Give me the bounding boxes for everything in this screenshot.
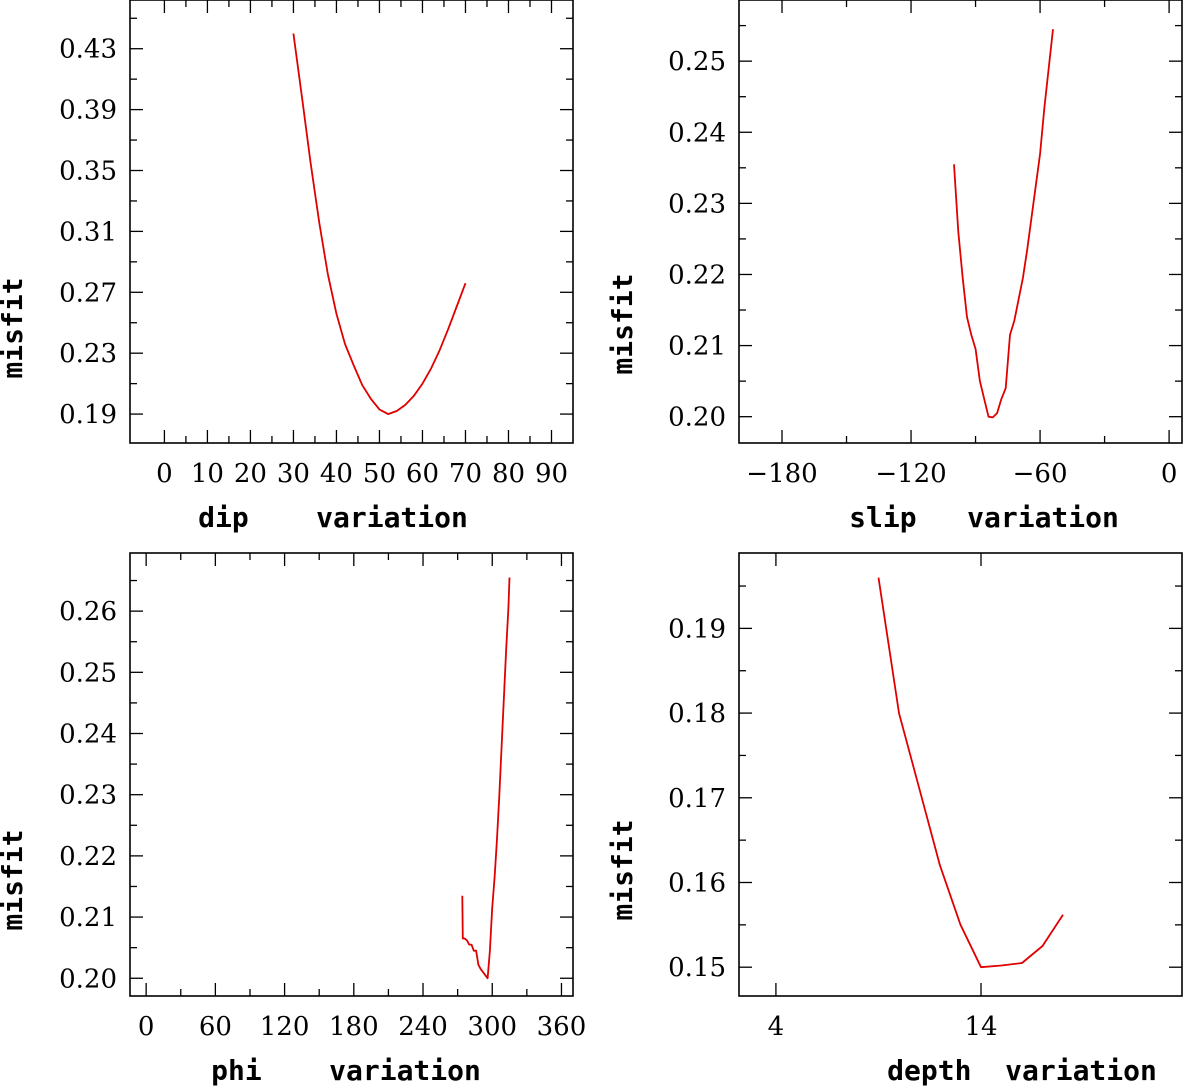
x-tick-label: 80 bbox=[492, 459, 525, 489]
y-tick-label: 0.24 bbox=[668, 118, 726, 148]
y-tick-label: 0.23 bbox=[668, 189, 726, 219]
y-tick-label: 0.23 bbox=[59, 781, 117, 811]
y-tick-label: 0.19 bbox=[59, 400, 117, 430]
y-tick-label: 0.16 bbox=[668, 868, 726, 898]
x-tick-label: 70 bbox=[449, 459, 482, 489]
y-tick-label: 0.20 bbox=[59, 964, 117, 994]
x-tick-label: 40 bbox=[320, 459, 353, 489]
depth-variation-panel: 4 14 0.15 0.16 0.17 0.18 0.19 depth variation mi… bbox=[606, 552, 1183, 1086]
x-tick-label: −60 bbox=[1013, 459, 1068, 489]
x-tick-label: −180 bbox=[746, 459, 817, 489]
x-tick-label: 0 bbox=[156, 459, 173, 489]
x-tick-label: 30 bbox=[277, 459, 310, 489]
misfit-curve bbox=[292, 33, 467, 416]
x-tick-label: 240 bbox=[398, 1012, 448, 1042]
y-tick-label: 0.22 bbox=[59, 842, 117, 872]
y-tick-label: 0.19 bbox=[668, 614, 726, 644]
y-tick-label: 0.39 bbox=[59, 96, 117, 126]
x-tick-label: 10 bbox=[191, 459, 224, 489]
y-axis-title: misfit bbox=[0, 277, 29, 378]
y-tick-label: 0.21 bbox=[59, 903, 117, 933]
plot-frame bbox=[738, 0, 1183, 444]
x-tick-label: 20 bbox=[234, 459, 267, 489]
slip-variation-panel: −180 −120 −60 0 0.20 0.21 0.22 0.23 0.24 0.25 slip… bbox=[606, 0, 1183, 534]
x-tick-label: 0 bbox=[1161, 459, 1178, 489]
x-axis-title: depth variation bbox=[887, 1054, 1157, 1086]
plot-frame bbox=[129, 0, 574, 444]
dip-variation-panel: 0 10 20 30 40 50 60 70 80 90 0.19 0.23 0.27 0.31 0.35 0… bbox=[0, 0, 574, 534]
y-tick-label: 0.20 bbox=[668, 403, 726, 433]
x-tick-label: 90 bbox=[535, 459, 568, 489]
x-tick-label: 60 bbox=[199, 1012, 232, 1042]
y-tick-label: 0.26 bbox=[59, 597, 117, 627]
y-tick-label: 0.25 bbox=[59, 658, 117, 688]
y-tick-label: 0.23 bbox=[59, 339, 117, 369]
x-tick-label: 4 bbox=[768, 1012, 785, 1042]
y-axis-title: misfit bbox=[0, 829, 29, 930]
y-tick-label: 0.17 bbox=[668, 784, 726, 814]
y-tick-label: 0.35 bbox=[59, 157, 117, 187]
y-axis-title: misfit bbox=[606, 273, 639, 374]
x-tick-label: 180 bbox=[329, 1012, 379, 1042]
x-axis-title: slip variation bbox=[849, 501, 1119, 534]
misfit-curve bbox=[461, 577, 511, 980]
y-tick-label: 0.43 bbox=[59, 35, 117, 65]
x-tick-label: −120 bbox=[875, 459, 946, 489]
x-tick-label: 360 bbox=[537, 1012, 587, 1042]
plot-frame bbox=[129, 552, 574, 997]
y-axis-title: misfit bbox=[606, 819, 639, 920]
y-tick-label: 0.25 bbox=[668, 47, 726, 77]
x-axis-title: phi variation bbox=[211, 1054, 481, 1086]
misfit-curve bbox=[953, 29, 1054, 419]
y-tick-label: 0.24 bbox=[59, 720, 117, 750]
misfit-curve bbox=[877, 577, 1064, 969]
x-tick-label: 50 bbox=[363, 459, 396, 489]
phi-variation-panel: 0 60 120 180 240 300 360 0.20 0.21 0.22 0.23 0.24 0.… bbox=[0, 552, 587, 1086]
x-axis-title: dip variation bbox=[198, 501, 468, 534]
plot-frame bbox=[738, 552, 1183, 997]
x-tick-label: 120 bbox=[260, 1012, 310, 1042]
y-tick-label: 0.31 bbox=[59, 217, 117, 247]
y-tick-label: 0.27 bbox=[59, 278, 117, 308]
x-tick-label: 60 bbox=[406, 459, 439, 489]
y-tick-label: 0.21 bbox=[668, 332, 726, 362]
y-tick-label: 0.22 bbox=[668, 260, 726, 290]
y-tick-label: 0.18 bbox=[668, 699, 726, 729]
x-tick-label: 14 bbox=[964, 1012, 997, 1042]
y-tick-label: 0.15 bbox=[668, 953, 726, 983]
x-tick-label: 0 bbox=[138, 1012, 155, 1042]
x-tick-label: 300 bbox=[467, 1012, 517, 1042]
